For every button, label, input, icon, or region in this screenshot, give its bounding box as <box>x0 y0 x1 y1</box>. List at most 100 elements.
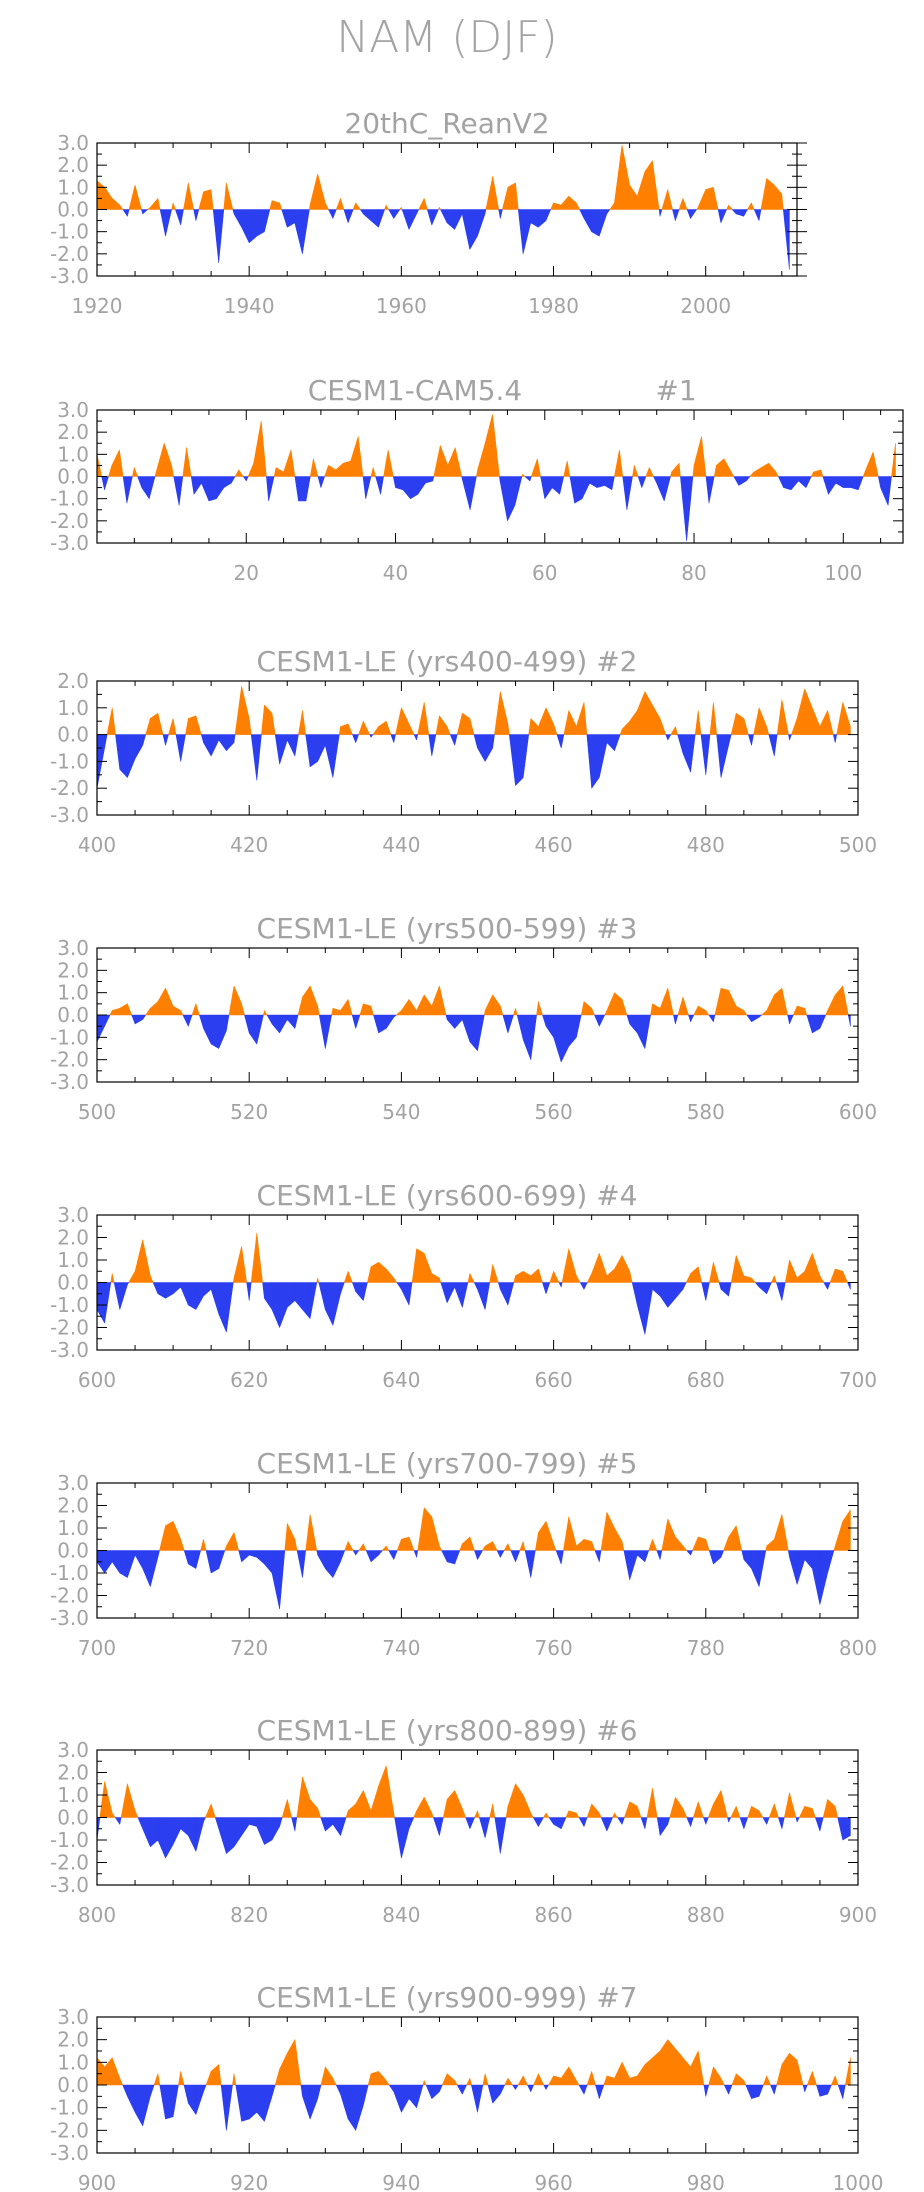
y-tick-label: -2.0 <box>50 1584 89 1608</box>
y-tick-label: -2.0 <box>50 1851 89 1875</box>
y-tick-label: 3.0 <box>57 1738 89 1762</box>
y-tick-label: 2.0 <box>57 669 89 693</box>
chart-panel-1: 3.02.01.00.0-1.0-2.0-3.0 1920 1940 1960 1980… <box>50 107 807 318</box>
panel-title-suffix: #1 <box>655 374 696 407</box>
positive-area-series <box>109 985 849 1016</box>
y-tick-label: 1.0 <box>57 981 89 1005</box>
y-tick-label: -3.0 <box>50 1606 89 1630</box>
y-tick-label: 2.0 <box>57 958 89 982</box>
y-tick-label: 0.0 <box>57 198 89 222</box>
positive-area-series <box>96 2039 851 2086</box>
positive-area-series <box>96 414 896 477</box>
y-tick-label: -3.0 <box>50 531 89 555</box>
negative-area-series <box>96 1014 851 1063</box>
y-tick-label: 0.0 <box>57 1539 89 1563</box>
y-tick-label: 2.0 <box>57 1226 89 1250</box>
y-tick-label: 1.0 <box>57 2050 89 2074</box>
x-tick-label: 800 <box>78 1903 116 1927</box>
x-tick-label: 1960 <box>376 294 427 318</box>
x-tick-label: 440 <box>382 833 420 857</box>
y-tick-label: 3.0 <box>57 1203 89 1227</box>
y-tick-label: -2.0 <box>50 776 89 800</box>
positive-area-series <box>106 686 851 735</box>
x-tick-label: 540 <box>382 1100 420 1124</box>
x-tick-label: 960 <box>535 2171 573 2192</box>
chart-panel-7: 3.02.01.00.0-1.0-2.0-3.0 800 820 840 860 880 9… <box>50 1714 877 1927</box>
x-tick-label: 500 <box>839 833 877 857</box>
x-tick-label: 880 <box>687 1903 725 1927</box>
x-tick-label: 940 <box>382 2171 420 2192</box>
negative-area-series <box>96 734 837 789</box>
x-tick-label: 1940 <box>224 294 275 318</box>
x-tick-label: 800 <box>839 1636 877 1660</box>
positive-area-series <box>99 1765 838 1818</box>
y-tick-label: 1.0 <box>57 696 89 720</box>
y-tick-label: 0.0 <box>57 1806 89 1830</box>
y-tick-label: 3.0 <box>57 131 89 155</box>
y-tick-label: 0.0 <box>57 2073 89 2097</box>
y-tick-label: -1.0 <box>50 487 89 511</box>
x-tick-label: 600 <box>78 1368 116 1392</box>
y-tick-label: 2.0 <box>57 420 89 444</box>
y-tick-label: -2.0 <box>50 1048 89 1072</box>
x-tick-label: 840 <box>382 1903 420 1927</box>
x-tick-label: 560 <box>535 1100 573 1124</box>
x-tick-label: 780 <box>687 1636 725 1660</box>
x-tick-label: 500 <box>78 1100 116 1124</box>
chart-panel-2: 3.02.01.00.0-1.0-2.0-3.0 20 40 60 80 100 CESM1… <box>50 374 904 585</box>
y-tick-label: 3.0 <box>57 398 89 422</box>
panel-title: CESM1-LE (yrs400-499) #2 <box>257 645 638 678</box>
y-tick-label: -2.0 <box>50 242 89 266</box>
y-tick-label: -3.0 <box>50 2141 89 2165</box>
x-tick-label: 460 <box>535 833 573 857</box>
y-tick-label: -1.0 <box>50 2096 89 2120</box>
y-tick-label: 1.0 <box>57 1248 89 1272</box>
y-tick-label: 3.0 <box>57 936 89 960</box>
x-tick-label: 720 <box>230 1636 268 1660</box>
x-tick-label: 680 <box>687 1368 725 1392</box>
x-tick-label: 620 <box>230 1368 268 1392</box>
negative-area-series <box>122 2084 846 2131</box>
positive-area-series <box>96 144 784 210</box>
x-tick-label: 420 <box>230 833 268 857</box>
x-tick-label: 520 <box>230 1100 268 1124</box>
y-tick-label: 0.0 <box>57 1003 89 1027</box>
y-tick-label: -1.0 <box>50 749 89 773</box>
x-tick-label: 600 <box>839 1100 877 1124</box>
panel-title: CESM1-LE (yrs700-799) #5 <box>257 1447 638 1480</box>
y-tick-label: 2.0 <box>57 1494 89 1518</box>
y-tick-label: -1.0 <box>50 1293 89 1317</box>
panel-title: CESM1-CAM5.4 <box>308 374 522 407</box>
positive-area-series <box>110 1232 848 1283</box>
negative-area-series <box>96 1282 851 1335</box>
y-tick-label: 1.0 <box>57 1516 89 1540</box>
x-tick-label: 60 <box>532 561 557 585</box>
x-tick-label: 740 <box>382 1636 420 1660</box>
positive-area-series <box>159 1507 851 1551</box>
panel-title: CESM1-LE (yrs800-899) #6 <box>257 1714 638 1747</box>
x-tick-label: 580 <box>687 1100 725 1124</box>
y-tick-label: 2.0 <box>57 1761 89 1785</box>
y-tick-label: -3.0 <box>50 1338 89 1362</box>
chart-panel-8: 3.02.01.00.0-1.0-2.0-3.0 900 920 940 960 980 1… <box>50 1981 883 2192</box>
x-tick-label: 980 <box>687 2171 725 2192</box>
y-tick-label: 2.0 <box>57 2028 89 2052</box>
x-tick-label: 1980 <box>528 294 579 318</box>
negative-area-series <box>96 1550 835 1610</box>
y-tick-label: 3.0 <box>57 1471 89 1495</box>
y-tick-label: -1.0 <box>50 1828 89 1852</box>
x-tick-label: 860 <box>535 1903 573 1927</box>
x-tick-label: 900 <box>78 2171 116 2192</box>
y-tick-label: -3.0 <box>50 1873 89 1897</box>
chart-panel-6: 3.02.01.00.0-1.0-2.0-3.0 700 720 740 760 780 8… <box>50 1447 877 1660</box>
x-tick-label: 660 <box>535 1368 573 1392</box>
negative-area-series <box>96 1817 851 1859</box>
y-tick-label: 2.0 <box>57 153 89 177</box>
figure-title: NAM (DJF) <box>336 12 557 63</box>
y-tick-label: 0.0 <box>57 1271 89 1295</box>
panel-title: CESM1-LE (yrs500-599) #3 <box>257 912 638 945</box>
x-tick-label: 1000 <box>833 2171 884 2192</box>
y-tick-label: -3.0 <box>50 264 89 288</box>
